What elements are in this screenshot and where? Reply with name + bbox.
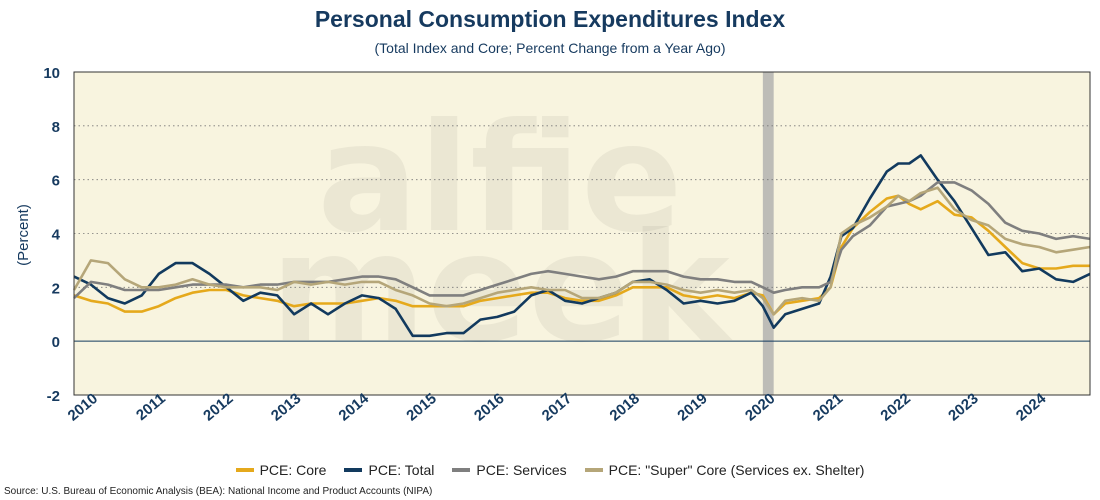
y-tick-label: 4 (52, 227, 61, 244)
legend: PCE: Core PCE: Total PCE: Services PCE: "Su… (0, 462, 1100, 478)
y-tick-label: 0 (52, 334, 60, 351)
grid-lines (74, 125, 1090, 342)
legend-item: PCE: Core (235, 462, 327, 478)
chart-title: Personal Consumption Expenditures Index (314, 6, 786, 32)
legend-item: PCE: "Super" Core (Services ex. Shelter) (584, 462, 865, 478)
legend-label: PCE: "Super" Core (Services ex. Shelter) (608, 462, 865, 478)
y-axis-label: (Percent) (15, 204, 32, 266)
source-note: Source: U.S. Bureau of Economic Analysis… (4, 486, 433, 497)
legend-label: PCE: Core (259, 462, 327, 478)
y-axis-ticks: -2 0 2 4 6 8 10 (43, 65, 60, 405)
watermark-word: meek (270, 202, 733, 376)
y-tick-label: 6 (52, 173, 60, 190)
legend-swatch (452, 468, 471, 472)
y-tick-label: -2 (47, 388, 60, 405)
legend-swatch (344, 468, 363, 472)
chart-subtitle: (Total Index and Core; Percent Change fr… (374, 40, 726, 56)
y-tick-label: 8 (52, 119, 60, 136)
plot-border (73, 71, 1091, 396)
legend-label: PCE: Services (476, 462, 567, 478)
legend-swatch (584, 468, 603, 472)
legend-label: PCE: Total (368, 462, 435, 478)
legend-item: PCE: Total (344, 462, 434, 478)
watermark-word: alfie (317, 92, 683, 266)
series-layer (72, 154, 1091, 338)
series-line-3 (72, 186, 1091, 316)
legend-item: PCE: Services (452, 462, 567, 478)
legend-swatch (235, 468, 254, 472)
y-tick-label: 10 (43, 65, 60, 82)
y-tick-label: 2 (52, 280, 60, 297)
